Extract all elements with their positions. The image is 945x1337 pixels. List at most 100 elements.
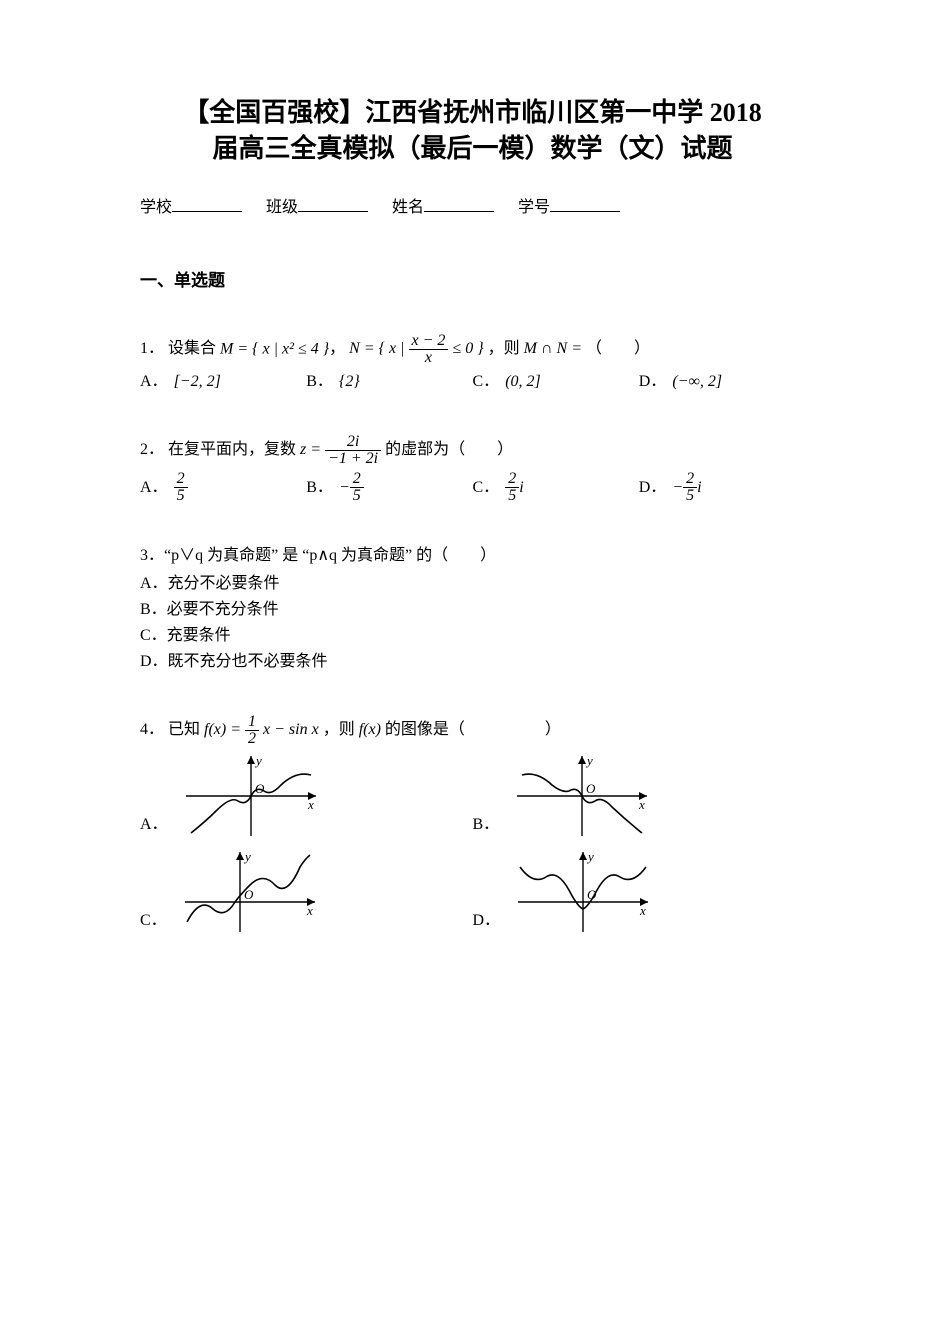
q3-opt-b: B．必要不充分条件 bbox=[140, 598, 805, 622]
q1-comma1: ， bbox=[329, 340, 345, 357]
q2-optB-den: 5 bbox=[350, 488, 364, 504]
q2-opt-a: A．25 bbox=[140, 471, 306, 504]
name-blank bbox=[424, 196, 494, 212]
q4-opt-a: A． y x O bbox=[140, 751, 473, 841]
q4-frac: 12 bbox=[245, 714, 259, 747]
q4-graph-b: y x O bbox=[507, 751, 657, 841]
question-4: 4． 已知 f(x) = 12 x − sin x ，则 f(x) 的图像是（ … bbox=[140, 714, 805, 943]
q2-number: 2． bbox=[140, 441, 164, 458]
q4-frac-num: 1 bbox=[245, 714, 259, 731]
axis-y-label: y bbox=[585, 753, 593, 768]
q3-options: A．充分不必要条件 B．必要不充分条件 C．充要条件 D．既不充分也不必要条件 bbox=[140, 572, 805, 674]
q2-frac: 2i−1 + 2i bbox=[325, 434, 381, 467]
question-2: 2． 在复平面内，复数 z = 2i−1 + 2i 的虚部为（ ） A．25 B… bbox=[140, 434, 805, 504]
q1-setN-post: ≤ 0 } bbox=[448, 340, 483, 357]
q2-optB-neg: − bbox=[339, 476, 350, 500]
q2-post: 的虚部为（ ） bbox=[385, 441, 513, 458]
axis-y-label: y bbox=[254, 753, 262, 768]
q3-opt-c: C．充要条件 bbox=[140, 624, 805, 648]
label-d: D． bbox=[639, 476, 667, 500]
q4-label-a: A． bbox=[140, 813, 168, 837]
q1-opt-a: A．[−2, 2] bbox=[140, 370, 306, 394]
q2-optA-frac: 25 bbox=[174, 471, 188, 504]
q2-frac-den: −1 + 2i bbox=[325, 451, 381, 467]
q2-optB-num: 2 bbox=[350, 471, 364, 488]
q2-optC-i: i bbox=[519, 476, 523, 500]
q3-opt-d: D．既不充分也不必要条件 bbox=[140, 650, 805, 674]
q4-after-frac: x − sin x bbox=[259, 721, 319, 738]
q1-setN-pre: N = { x | bbox=[349, 340, 408, 357]
title-line1: 【全国百强校】江西省抚州市临川区第一中学 2018 bbox=[183, 98, 762, 127]
q1-comma2: ，则 bbox=[488, 340, 520, 357]
origin-label: O bbox=[255, 781, 265, 796]
axis-x-label: x bbox=[307, 797, 314, 812]
section-title: 一、单选题 bbox=[140, 268, 805, 294]
class-label: 班级 bbox=[266, 196, 298, 220]
q1-optA-text: [−2, 2] bbox=[174, 370, 221, 394]
question-3: 3．“p∨q 为真命题” 是 “p∧q 为真命题” 的（ ） A．充分不必要条件… bbox=[140, 544, 805, 674]
q4-post: 的图像是（ ） bbox=[385, 721, 561, 738]
name-label: 姓名 bbox=[392, 196, 424, 220]
q1-optC-text: (0, 2] bbox=[505, 370, 541, 394]
q2-opt-d: D．−25 i bbox=[639, 471, 805, 504]
label-a: A． bbox=[140, 370, 168, 394]
axis-y-label: y bbox=[243, 849, 251, 864]
q2-optA-num: 2 bbox=[174, 471, 188, 488]
q4-fx-eq: f(x) = 12 x − sin x bbox=[204, 721, 323, 738]
q4-opt-b: B． y x O bbox=[473, 751, 806, 841]
q2-optD-neg: − bbox=[672, 476, 683, 500]
q3-stem: 3．“p∨q 为真命题” 是 “p∧q 为真命题” 的（ ） bbox=[140, 544, 805, 568]
q4-feq: f(x) = bbox=[204, 721, 245, 738]
label-d: D． bbox=[639, 370, 667, 394]
label-c: C． bbox=[473, 370, 500, 394]
q2-opt-c: C．25 i bbox=[473, 471, 639, 504]
q1-paren: （ ） bbox=[586, 340, 650, 357]
q1-number: 1． bbox=[140, 340, 164, 357]
q4-graph-d: y x O bbox=[508, 847, 658, 937]
label-b: B． bbox=[306, 476, 333, 500]
q3-number: 3． bbox=[140, 547, 164, 564]
q4-label-d: D． bbox=[473, 909, 501, 933]
q1-setN-frac: x − 2x bbox=[409, 333, 449, 366]
class-blank bbox=[298, 196, 368, 212]
q1-opt-d: D．(−∞, 2] bbox=[639, 370, 805, 394]
q2-pre: 在复平面内，复数 bbox=[168, 441, 296, 458]
q4-comma: ，则 bbox=[323, 721, 355, 738]
q4-graph-c: y x O bbox=[175, 847, 325, 937]
q1-expr: M ∩ N = bbox=[524, 340, 582, 357]
school-blank bbox=[172, 196, 242, 212]
page-title: 【全国百强校】江西省抚州市临川区第一中学 2018 届高三全真模拟（最后一模）数… bbox=[140, 95, 805, 168]
q2-optC-den: 5 bbox=[505, 488, 519, 504]
origin-label: O bbox=[586, 781, 596, 796]
q1-optD-text: (−∞, 2] bbox=[672, 370, 722, 394]
name-field: 姓名 bbox=[392, 196, 494, 220]
q1-opt-c: C．(0, 2] bbox=[473, 370, 639, 394]
id-blank bbox=[550, 196, 620, 212]
q4-opt-c: C． y x O bbox=[140, 847, 473, 937]
axis-x-label: x bbox=[306, 903, 313, 918]
q4-graph-a: y x O bbox=[176, 751, 326, 841]
school-field: 学校 bbox=[140, 196, 242, 220]
q2-zeq: z = bbox=[300, 441, 325, 458]
q1-opt-b: B．{2} bbox=[306, 370, 472, 394]
label-c: C． bbox=[473, 476, 500, 500]
q4-opt-d: D． y x O bbox=[473, 847, 806, 937]
q4-label-b: B． bbox=[473, 813, 500, 837]
q1-options: A．[−2, 2] B．{2} C．(0, 2] D．(−∞, 2] bbox=[140, 370, 805, 394]
q2-optD-i: i bbox=[697, 476, 701, 500]
axis-x-label: x bbox=[638, 797, 645, 812]
q1-stem: 1． 设集合 M = { x | x² ≤ 4 }， N = { x | x −… bbox=[140, 333, 805, 366]
q4-options: A． y x O B． y x O bbox=[140, 751, 805, 943]
q2-optC-num: 2 bbox=[505, 471, 519, 488]
q3-opt-a: A．充分不必要条件 bbox=[140, 572, 805, 596]
q4-number: 4． bbox=[140, 721, 164, 738]
id-label: 学号 bbox=[518, 196, 550, 220]
q1-pre: 设集合 bbox=[168, 340, 216, 357]
q2-optC-frac: 25 bbox=[505, 471, 519, 504]
q4-pre: 已知 bbox=[168, 721, 200, 738]
q2-optD-num: 2 bbox=[683, 471, 697, 488]
q2-stem: 2． 在复平面内，复数 z = 2i−1 + 2i 的虚部为（ ） bbox=[140, 434, 805, 467]
q2-optD-frac: 25 bbox=[683, 471, 697, 504]
q1-setN: N = { x | x − 2x ≤ 0 } bbox=[349, 340, 487, 357]
info-line: 学校 班级 姓名 学号 bbox=[140, 196, 805, 220]
